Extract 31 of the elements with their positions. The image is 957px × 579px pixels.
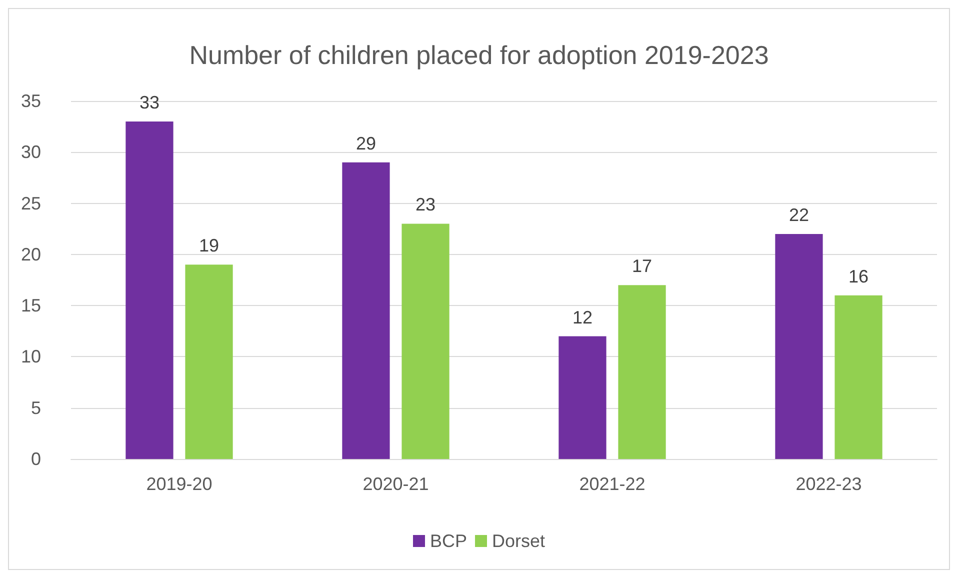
bar: [185, 264, 233, 459]
bar: [402, 224, 450, 459]
y-tick-label: 10: [20, 346, 41, 367]
chart-title: Number of children placed for adoption 2019-2023: [189, 40, 769, 70]
bar: [126, 121, 174, 459]
bar: [558, 336, 606, 459]
y-tick-label: 25: [20, 193, 41, 214]
data-label: 19: [199, 236, 220, 256]
data-label: 17: [632, 256, 652, 276]
x-tick-label: 2020-21: [362, 474, 429, 494]
y-tick-label: 35: [20, 91, 41, 111]
data-label: 33: [139, 92, 160, 112]
x-tick-label: 2022-23: [796, 474, 862, 494]
data-label: 12: [572, 307, 592, 328]
data-label: 16: [848, 266, 869, 286]
y-tick-label: 30: [20, 142, 41, 162]
data-label: 23: [416, 194, 436, 215]
data-label: 29: [356, 133, 376, 154]
bar: [775, 234, 823, 459]
bar: [618, 285, 666, 459]
bar: [342, 162, 390, 459]
y-tick-label: 20: [20, 244, 41, 264]
bar: [834, 295, 882, 459]
legend-label: Dorset: [492, 531, 546, 551]
y-tick-label: 0: [30, 449, 41, 469]
x-tick-label: 2021-22: [579, 474, 646, 494]
y-tick-label: 5: [30, 398, 41, 418]
x-tick-label: 2019-20: [146, 474, 212, 494]
y-tick-label: 15: [20, 296, 41, 316]
data-label: 22: [788, 204, 809, 225]
legend-label: BCP: [430, 531, 467, 551]
